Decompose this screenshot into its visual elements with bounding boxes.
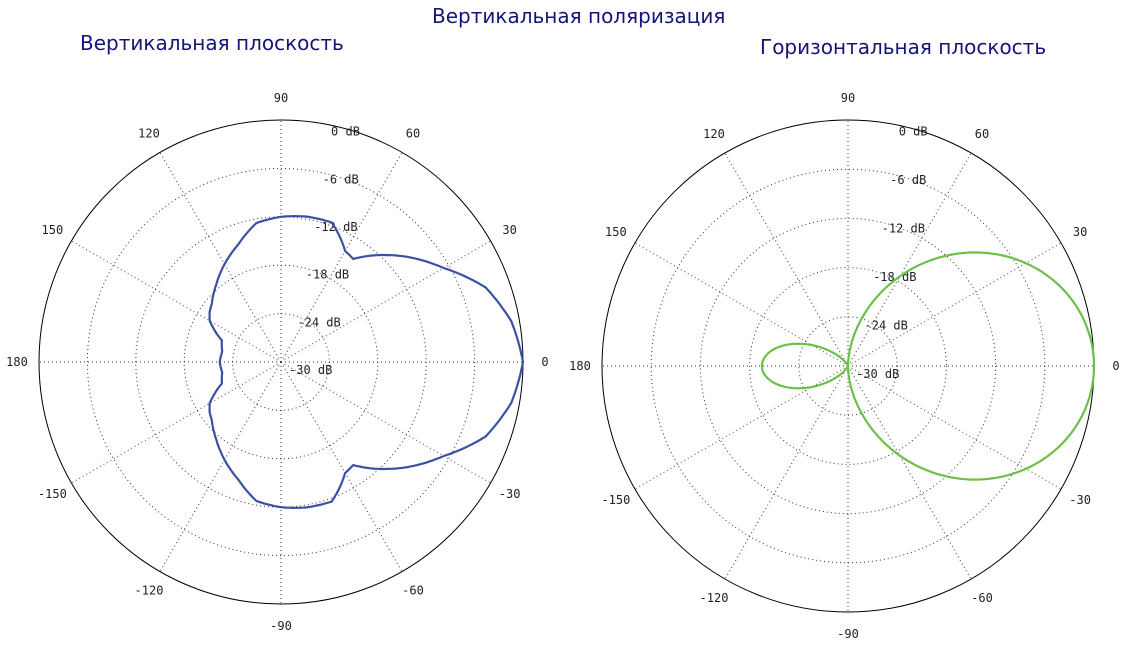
- radial-tick-label: -24 dB: [297, 315, 340, 329]
- angle-tick-label: -90: [837, 627, 859, 641]
- radial-tick-label: -18 dB: [873, 270, 916, 284]
- polar-chart-horizontal-plane: 0 30 60 90 120 150 180 -150 -120 -90 -60 -30 0 dB -6 …: [569, 91, 1119, 641]
- angle-tick-label: -120: [700, 591, 729, 605]
- angle-tick-label: -30: [1069, 493, 1091, 507]
- radial-tick-label: -6 dB: [323, 172, 359, 186]
- angle-tick-label: 0: [1112, 359, 1119, 373]
- angle-tick-label: -90: [270, 619, 292, 633]
- radial-tick-label: -24 dB: [865, 319, 908, 333]
- radial-tick-label: -12 dB: [882, 222, 925, 236]
- grid-spoke: [634, 242, 849, 367]
- angle-tick-label: 180: [6, 355, 28, 369]
- grid-ring: [798, 316, 898, 416]
- angle-tick-label: 180: [569, 359, 591, 373]
- radial-tick-label: 0 dB: [331, 125, 360, 139]
- grid-spoke: [847, 152, 972, 367]
- main-title: Вертикальная поляризация: [432, 4, 726, 28]
- grid-spoke: [159, 152, 282, 363]
- radial-tick-label: -6 dB: [890, 173, 926, 187]
- angle-tick-label: 90: [274, 91, 288, 105]
- grid-spoke: [847, 242, 1062, 367]
- angle-tick-label: -120: [135, 584, 164, 598]
- angle-tick-label: -60: [402, 584, 424, 598]
- angle-tick-label: 120: [703, 127, 725, 141]
- grid-spoke: [280, 361, 403, 572]
- grid-spoke: [847, 365, 972, 580]
- angle-tick-label: 30: [1073, 225, 1087, 239]
- right-chart-title: Горизонтальная плоскость: [760, 35, 1047, 59]
- pattern-trace: [208, 214, 525, 510]
- angle-tick-label: -60: [971, 591, 993, 605]
- grid-spoke: [724, 365, 849, 580]
- pattern-trace: [760, 251, 1096, 481]
- angle-tick-label: 90: [841, 91, 855, 105]
- angle-tick-label: -30: [499, 487, 521, 501]
- angle-tick-label: 60: [975, 127, 989, 141]
- grid-ring: [135, 216, 427, 508]
- angle-tick-label: 0: [541, 355, 548, 369]
- grid-spoke: [724, 152, 849, 367]
- grid-spoke: [280, 361, 491, 484]
- angle-tick-label: 30: [502, 223, 516, 237]
- grid-spoke: [71, 240, 282, 363]
- grid-spoke: [634, 365, 849, 490]
- angle-tick-label: 150: [42, 223, 64, 237]
- radial-tick-label: -12 dB: [314, 220, 357, 234]
- radial-tick-label: 0 dB: [899, 125, 928, 139]
- radial-tick-label: -18 dB: [306, 268, 349, 282]
- radial-tick-label: -30 dB: [856, 367, 899, 381]
- grid-spoke: [280, 240, 491, 363]
- angle-tick-label: 120: [138, 126, 160, 140]
- grid-spoke: [847, 365, 1062, 490]
- grid-spoke: [280, 152, 403, 363]
- grid-ring: [86, 167, 476, 557]
- angle-tick-label: 150: [605, 225, 627, 239]
- grid-ring: [749, 267, 947, 465]
- left-chart-title: Вертикальная плоскость: [80, 31, 344, 55]
- polar-chart-vertical-plane: 0 30 60 90 120 150 180 -150 -120 -90 -60 -30 0 dB -6 …: [6, 91, 548, 633]
- radial-tick-label: -30 dB: [289, 363, 332, 377]
- angle-tick-label: -150: [601, 493, 630, 507]
- grid-spoke: [159, 361, 282, 572]
- angle-tick-label: 60: [406, 126, 420, 140]
- grid-spoke: [71, 361, 282, 484]
- angle-tick-label: -150: [38, 487, 67, 501]
